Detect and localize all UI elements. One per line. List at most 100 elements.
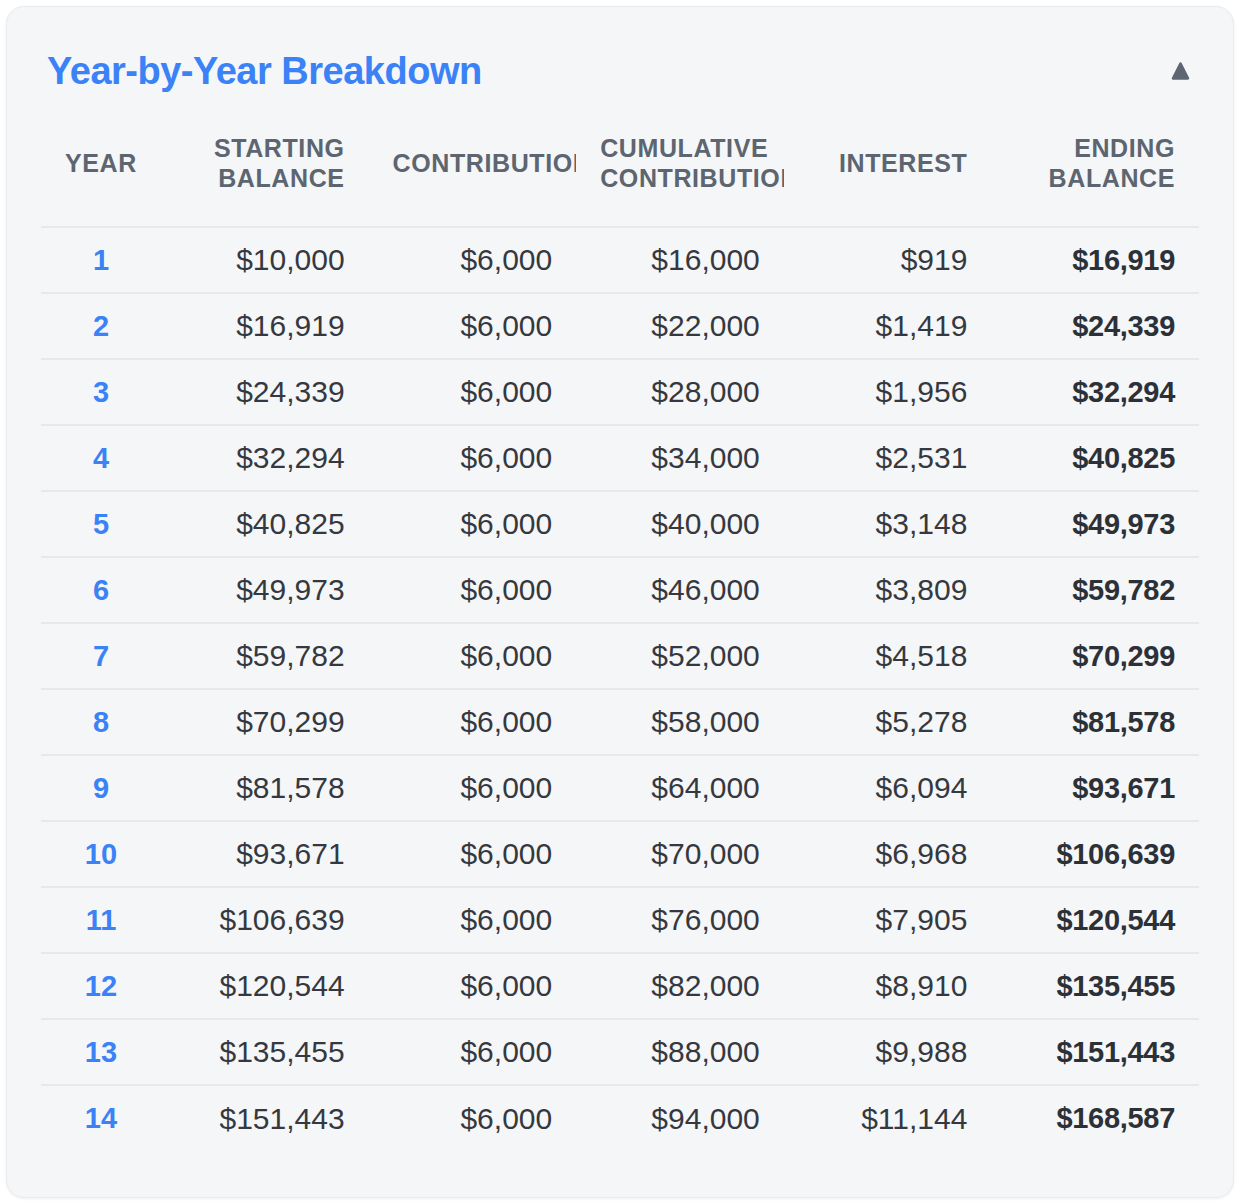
interest-cell: $919 [784, 227, 992, 293]
cumulative-contributions-cell: $82,000 [576, 953, 784, 1019]
year-cell: 12 [41, 953, 161, 1019]
interest-cell: $3,809 [784, 557, 992, 623]
cumulative-contributions-cell: $28,000 [576, 359, 784, 425]
column-header-contributions: CONTRIBUTIONS [369, 99, 577, 227]
cumulative-contributions-cell: $34,000 [576, 425, 784, 491]
ending-balance-cell: $151,443 [991, 1019, 1199, 1085]
cumulative-contributions-cell: $40,000 [576, 491, 784, 557]
year-cell: 2 [41, 293, 161, 359]
ending-balance-cell: $16,919 [991, 227, 1199, 293]
cumulative-contributions-cell: $46,000 [576, 557, 784, 623]
table-row: 13$135,455$6,000$88,000$9,988$151,443 [41, 1019, 1199, 1085]
contributions-cell: $6,000 [369, 953, 577, 1019]
year-cell: 8 [41, 689, 161, 755]
year-cell: 11 [41, 887, 161, 953]
table-row: 12$120,544$6,000$82,000$8,910$135,455 [41, 953, 1199, 1019]
contributions-cell: $6,000 [369, 293, 577, 359]
table-row: 8$70,299$6,000$58,000$5,278$81,578 [41, 689, 1199, 755]
table-row: 3$24,339$6,000$28,000$1,956$32,294 [41, 359, 1199, 425]
contributions-cell: $6,000 [369, 1019, 577, 1085]
card-header: Year-by-Year Breakdown [41, 43, 1199, 99]
ending-balance-cell: $93,671 [991, 755, 1199, 821]
contributions-cell: $6,000 [369, 227, 577, 293]
interest-cell: $1,956 [784, 359, 992, 425]
breakdown-table: YEARSTARTING BALANCECONTRIBUTIONSCUMULAT… [41, 99, 1199, 1151]
cumulative-contributions-cell: $58,000 [576, 689, 784, 755]
cumulative-contributions-cell: $76,000 [576, 887, 784, 953]
triangle-up-icon [1170, 60, 1191, 82]
table-body: 1$10,000$6,000$16,000$919$16,9192$16,919… [41, 227, 1199, 1151]
contributions-cell: $6,000 [369, 1085, 577, 1151]
cumulative-contributions-cell: $22,000 [576, 293, 784, 359]
interest-cell: $7,905 [784, 887, 992, 953]
contributions-cell: $6,000 [369, 359, 577, 425]
interest-cell: $4,518 [784, 623, 992, 689]
starting-balance-cell: $70,299 [161, 689, 369, 755]
contributions-cell: $6,000 [369, 821, 577, 887]
year-cell: 1 [41, 227, 161, 293]
year-breakdown-card: Year-by-Year Breakdown YEARSTARTING BALA… [6, 6, 1234, 1198]
table-row: 2$16,919$6,000$22,000$1,419$24,339 [41, 293, 1199, 359]
ending-balance-cell: $168,587 [991, 1085, 1199, 1151]
table-row: 9$81,578$6,000$64,000$6,094$93,671 [41, 755, 1199, 821]
ending-balance-cell: $49,973 [991, 491, 1199, 557]
ending-balance-cell: $59,782 [991, 557, 1199, 623]
column-header-starting-balance: STARTING BALANCE [161, 99, 369, 227]
interest-cell: $6,968 [784, 821, 992, 887]
ending-balance-cell: $32,294 [991, 359, 1199, 425]
column-header-ending-balance: ENDING BALANCE [991, 99, 1199, 227]
cumulative-contributions-cell: $88,000 [576, 1019, 784, 1085]
contributions-cell: $6,000 [369, 623, 577, 689]
interest-cell: $6,094 [784, 755, 992, 821]
year-cell: 5 [41, 491, 161, 557]
interest-cell: $11,144 [784, 1085, 992, 1151]
starting-balance-cell: $10,000 [161, 227, 369, 293]
interest-cell: $8,910 [784, 953, 992, 1019]
table-row: 1$10,000$6,000$16,000$919$16,919 [41, 227, 1199, 293]
collapse-button[interactable] [1170, 60, 1191, 82]
table-row: 5$40,825$6,000$40,000$3,148$49,973 [41, 491, 1199, 557]
year-cell: 3 [41, 359, 161, 425]
year-cell: 10 [41, 821, 161, 887]
column-header-cumulative-contributions: CUMULATIVE CONTRIBUTIONS [576, 99, 784, 227]
contributions-cell: $6,000 [369, 887, 577, 953]
starting-balance-cell: $151,443 [161, 1085, 369, 1151]
year-cell: 9 [41, 755, 161, 821]
year-cell: 7 [41, 623, 161, 689]
ending-balance-cell: $81,578 [991, 689, 1199, 755]
starting-balance-cell: $59,782 [161, 623, 369, 689]
cumulative-contributions-cell: $70,000 [576, 821, 784, 887]
year-cell: 4 [41, 425, 161, 491]
ending-balance-cell: $120,544 [991, 887, 1199, 953]
cumulative-contributions-cell: $52,000 [576, 623, 784, 689]
cumulative-contributions-cell: $16,000 [576, 227, 784, 293]
interest-cell: $1,419 [784, 293, 992, 359]
table-header-row: YEARSTARTING BALANCECONTRIBUTIONSCUMULAT… [41, 99, 1199, 227]
column-header-interest: INTEREST [784, 99, 992, 227]
year-cell: 14 [41, 1085, 161, 1151]
starting-balance-cell: $135,455 [161, 1019, 369, 1085]
table-row: 7$59,782$6,000$52,000$4,518$70,299 [41, 623, 1199, 689]
contributions-cell: $6,000 [369, 557, 577, 623]
interest-cell: $3,148 [784, 491, 992, 557]
table-row: 4$32,294$6,000$34,000$2,531$40,825 [41, 425, 1199, 491]
page-title: Year-by-Year Breakdown [47, 50, 482, 93]
contributions-cell: $6,000 [369, 491, 577, 557]
ending-balance-cell: $135,455 [991, 953, 1199, 1019]
interest-cell: $5,278 [784, 689, 992, 755]
table-row: 6$49,973$6,000$46,000$3,809$59,782 [41, 557, 1199, 623]
year-cell: 13 [41, 1019, 161, 1085]
starting-balance-cell: $93,671 [161, 821, 369, 887]
table-row: 11$106,639$6,000$76,000$7,905$120,544 [41, 887, 1199, 953]
cumulative-contributions-cell: $94,000 [576, 1085, 784, 1151]
starting-balance-cell: $24,339 [161, 359, 369, 425]
cumulative-contributions-cell: $64,000 [576, 755, 784, 821]
starting-balance-cell: $81,578 [161, 755, 369, 821]
contributions-cell: $6,000 [369, 689, 577, 755]
table-row: 14$151,443$6,000$94,000$11,144$168,587 [41, 1085, 1199, 1151]
starting-balance-cell: $32,294 [161, 425, 369, 491]
ending-balance-cell: $70,299 [991, 623, 1199, 689]
year-cell: 6 [41, 557, 161, 623]
contributions-cell: $6,000 [369, 425, 577, 491]
ending-balance-cell: $40,825 [991, 425, 1199, 491]
